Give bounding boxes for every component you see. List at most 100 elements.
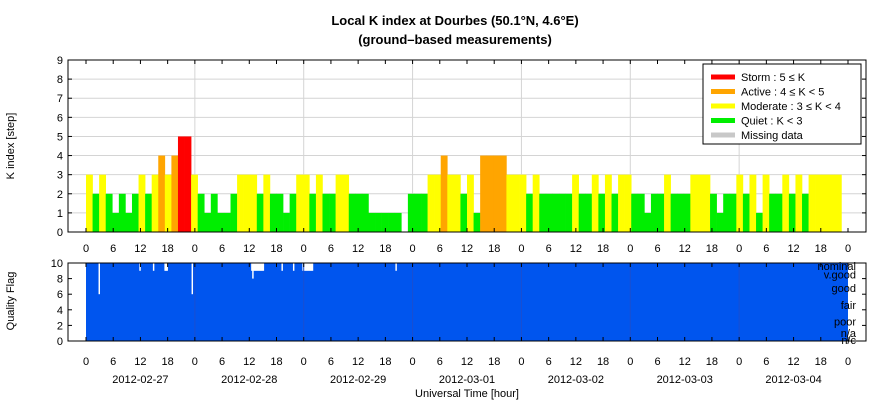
- k-x-tick-label: 0: [845, 243, 851, 255]
- k-y-tick-label: 6: [57, 112, 63, 124]
- k-index-bar: [526, 193, 533, 232]
- k-index-bar: [499, 155, 507, 232]
- k-index-bar: [191, 174, 198, 232]
- quality-flag-gap: [395, 263, 397, 271]
- k-index-bar: [815, 174, 823, 232]
- k-index-bar: [342, 174, 350, 232]
- k-index-bar: [749, 174, 757, 232]
- k-index-bar: [125, 212, 133, 232]
- k-index-bar: [519, 174, 527, 232]
- quality-x-tick-label: 18: [815, 356, 827, 368]
- k-index-bar: [618, 174, 625, 232]
- k-index-bar: [545, 193, 553, 232]
- k-index-bar: [184, 136, 192, 232]
- k-index-bar: [453, 174, 461, 232]
- k-index-bar: [381, 212, 389, 232]
- k-index-bar: [644, 212, 652, 232]
- k-index-bar: [742, 193, 750, 232]
- k-index-bar: [177, 136, 185, 232]
- k-x-tick-label: 0: [301, 243, 307, 255]
- k-index-bar: [414, 193, 422, 232]
- k-index-bar: [197, 193, 205, 232]
- k-x-tick-label: 6: [763, 243, 769, 255]
- k-index-bar: [329, 193, 336, 232]
- k-index-bar: [585, 193, 593, 232]
- x-axis-label: Universal Time [hour]: [415, 388, 519, 400]
- quality-x-tick-label: 18: [706, 356, 718, 368]
- k-x-tick-label: 0: [736, 243, 742, 255]
- k-index-bar: [269, 193, 277, 232]
- k-index-bar: [237, 174, 244, 232]
- quality-flag-gap: [311, 263, 314, 271]
- quality-x-tick-label: 12: [570, 356, 582, 368]
- k-index-bar: [407, 193, 415, 232]
- k-index-bar: [834, 174, 842, 232]
- k-index-bar: [716, 212, 724, 232]
- quality-category-label: fair: [841, 300, 857, 312]
- quality-flag-gap: [251, 263, 253, 271]
- quality-flag-gap: [308, 263, 311, 271]
- quality-category-label: nominal: [817, 261, 856, 273]
- quality-flag-gap: [302, 263, 304, 271]
- quality-x-tick-label: 6: [219, 356, 225, 368]
- k-index-bar: [532, 174, 540, 232]
- k-y-tick-label: 1: [57, 208, 63, 220]
- k-x-tick-label: 12: [679, 243, 691, 255]
- k-index-bar: [467, 174, 474, 232]
- k-index-bar: [131, 193, 139, 232]
- k-index-bar: [460, 193, 468, 232]
- quality-x-tick-label: 18: [597, 356, 609, 368]
- date-label: 2012-02-29: [330, 374, 386, 386]
- k-index-bar: [99, 174, 107, 232]
- chart-subtitle: (ground–based measurements): [358, 32, 552, 47]
- k-index-bar: [105, 193, 113, 232]
- k-index-bar: [375, 212, 382, 232]
- k-index-bar: [683, 193, 691, 232]
- quality-x-tick-label: 18: [488, 356, 500, 368]
- k-index-bar: [164, 174, 172, 232]
- quality-flag-gap: [259, 263, 261, 271]
- quality-flag-gap: [252, 263, 254, 279]
- quality-x-tick-label: 0: [627, 356, 633, 368]
- quality-flag-gap: [292, 263, 295, 271]
- k-x-tick-label: 6: [328, 243, 334, 255]
- k-index-bar: [118, 193, 126, 232]
- k-x-tick-label: 0: [518, 243, 524, 255]
- k-index-bar: [512, 174, 520, 232]
- k-index-bar: [315, 174, 323, 232]
- quality-flag-gap: [305, 263, 307, 271]
- quality-x-tick-label: 12: [787, 356, 799, 368]
- quality-x-tick-label: 18: [379, 356, 391, 368]
- quality-flag-gap: [164, 263, 166, 271]
- k-index-bar: [729, 193, 737, 232]
- date-label: 2012-03-03: [657, 374, 713, 386]
- quality-flag-gap: [307, 263, 310, 271]
- k-index-bar: [539, 193, 547, 232]
- k-index-bar: [368, 212, 376, 232]
- k-index-bar: [447, 174, 455, 232]
- k-index-bar: [230, 193, 238, 232]
- quality-x-tick-label: 6: [437, 356, 443, 368]
- k-index-bar: [591, 174, 599, 232]
- quality-flag-gap: [257, 263, 259, 271]
- quality-y-tick-label: 6: [57, 289, 63, 301]
- k-index-bar: [775, 193, 783, 232]
- k-index-bar: [210, 193, 218, 232]
- k-index-bar: [762, 174, 770, 232]
- k-index-bar: [296, 174, 304, 232]
- k-index-bar: [283, 212, 290, 232]
- quality-flag-gap: [258, 263, 260, 271]
- k-index-bar: [92, 193, 100, 232]
- k-index-bar: [394, 212, 402, 232]
- k-index-bar: [670, 193, 678, 232]
- legend-label: Quiet : K < 3: [741, 116, 802, 128]
- k-index-bar: [434, 174, 442, 232]
- quality-y-tick-label: 10: [51, 258, 63, 270]
- k-index-bar: [788, 193, 796, 232]
- k-index-bar: [348, 193, 356, 232]
- k-x-tick-label: 0: [83, 243, 89, 255]
- k-index-bar: [631, 193, 639, 232]
- k-x-tick-label: 12: [570, 243, 582, 255]
